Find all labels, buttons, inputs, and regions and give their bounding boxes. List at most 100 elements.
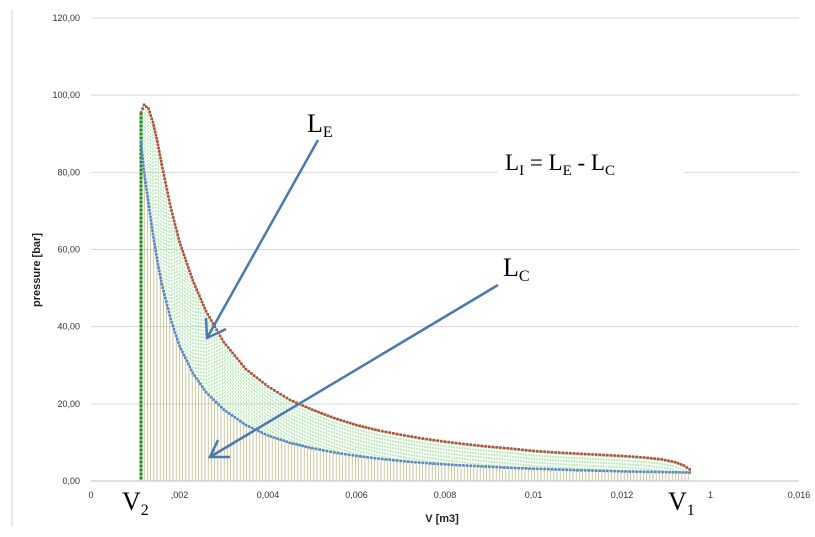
x-tick-label: 0,016 (788, 490, 811, 500)
data-point (164, 184, 168, 188)
data-point (181, 350, 184, 354)
data-point (163, 177, 167, 181)
data-point (255, 376, 259, 380)
data-point (399, 459, 403, 463)
data-point (160, 282, 164, 286)
data-point (285, 396, 289, 400)
data-point (546, 450, 550, 454)
data-point (344, 452, 347, 456)
data-point (462, 464, 465, 467)
data-point (510, 447, 513, 450)
data-point (139, 111, 143, 114)
data-point (664, 470, 668, 474)
data-point (176, 233, 180, 237)
data-point (681, 471, 685, 474)
data-point (172, 219, 176, 223)
data-point (451, 463, 454, 467)
data-point (369, 456, 373, 460)
data-point (432, 462, 436, 465)
y-tick-label: 20,00 (57, 399, 80, 409)
data-point (227, 412, 231, 415)
data-point (285, 440, 289, 444)
data-point (157, 146, 160, 150)
data-point (583, 469, 587, 472)
data-point (188, 269, 191, 273)
data-point (602, 453, 605, 457)
data-point (250, 372, 253, 375)
data-point (156, 259, 159, 263)
data-point (200, 385, 204, 389)
svg-text:V2: V2 (122, 487, 149, 519)
data-point (521, 448, 524, 452)
data-point (160, 163, 164, 166)
data-point (410, 460, 414, 464)
data-point (528, 449, 532, 452)
data-point (236, 417, 239, 421)
data-point (310, 446, 314, 450)
data-point (167, 310, 171, 314)
data-point (650, 470, 653, 474)
data-point (421, 461, 425, 465)
data-point (345, 420, 349, 424)
data-point (554, 451, 557, 454)
data-point (159, 276, 162, 279)
data-point (148, 208, 151, 212)
data-point (288, 398, 292, 402)
data-point (152, 124, 155, 127)
data-point (242, 365, 245, 368)
data-point (594, 453, 598, 456)
data-point (145, 191, 149, 195)
data-point (141, 153, 144, 157)
data-point (237, 359, 241, 363)
data-point (473, 443, 476, 447)
data-point (558, 468, 561, 471)
data-point (169, 317, 172, 321)
data-point (465, 464, 469, 467)
data-point (192, 282, 196, 285)
data-point (165, 303, 169, 307)
data-point (617, 469, 620, 473)
data-point (358, 424, 361, 428)
data-point (685, 471, 688, 474)
y-tick-label: 40,00 (57, 322, 80, 332)
data-point (210, 319, 213, 322)
data-point (177, 237, 180, 240)
data-point (667, 459, 670, 463)
data-point (279, 438, 282, 441)
data-point (558, 451, 561, 454)
data-point (495, 465, 498, 469)
data-point (487, 445, 491, 448)
data-point (142, 167, 146, 171)
data-point (203, 306, 207, 310)
data-point (569, 451, 572, 455)
data-point (173, 331, 177, 334)
data-point (260, 431, 263, 434)
data-point (276, 437, 279, 440)
data-point (147, 107, 150, 110)
data-point (211, 322, 215, 325)
data-point (165, 188, 169, 191)
data-point (676, 461, 680, 465)
y-tick-label: 100,00 (52, 90, 80, 100)
data-point (443, 440, 447, 443)
data-point (204, 309, 208, 313)
series-compression-curve (139, 140, 692, 474)
data-point (159, 156, 162, 160)
data-point (320, 411, 324, 415)
hatch-lines (140, 141, 689, 481)
data-point (480, 465, 484, 468)
data-point (301, 444, 305, 448)
data-point (161, 170, 165, 173)
data-point (310, 408, 314, 411)
data-point (140, 143, 143, 147)
data-point (572, 452, 576, 455)
data-point (178, 240, 181, 244)
data-point (373, 456, 377, 460)
data-point (154, 253, 158, 256)
data-point (156, 143, 160, 147)
data-point (583, 452, 587, 456)
y-tick-label: 60,00 (57, 245, 80, 255)
data-point (609, 469, 613, 473)
data-point (440, 462, 443, 466)
data-point (580, 468, 583, 472)
